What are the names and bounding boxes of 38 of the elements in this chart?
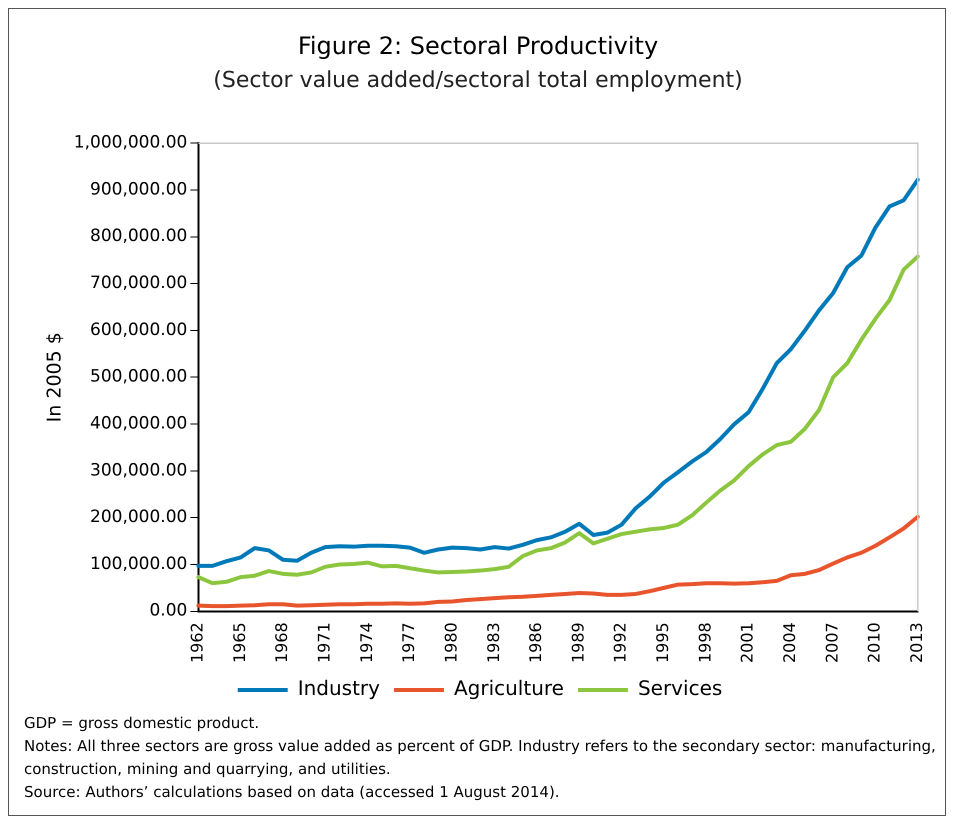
y-tick-label: 500,000.00 — [90, 366, 188, 387]
y-tick-label: 200,000.00 — [90, 507, 188, 528]
legend-label: Agriculture — [454, 676, 564, 700]
x-tick-label: 2007 — [822, 622, 842, 663]
x-tick-label: 2010 — [864, 622, 884, 663]
x-tick-label: 1980 — [441, 622, 460, 663]
x-tick-label: 2013 — [906, 622, 926, 663]
y-tick-label: 100,000.00 — [90, 554, 188, 574]
y-tick-label: 0.00 — [149, 600, 188, 621]
x-tick-label: 2004 — [780, 622, 799, 663]
x-tick-label: 1977 — [399, 622, 418, 663]
x-tick-label: 1974 — [356, 622, 376, 663]
x-tick-label: 1995 — [653, 622, 672, 663]
x-tick-label: 1962 — [188, 622, 207, 663]
x-tick-label: 1971 — [314, 622, 334, 663]
y-tick-label: 400,000.00 — [90, 413, 188, 434]
legend-label: Industry — [298, 676, 380, 700]
y-tick-label: 300,000.00 — [90, 460, 188, 480]
x-tick-label: 1989 — [568, 622, 588, 663]
x-tick-label: 1992 — [610, 622, 630, 663]
x-tick-label: 1998 — [695, 622, 714, 663]
y-tick-label: 900,000.00 — [90, 179, 188, 200]
x-tick-label: 1965 — [230, 622, 249, 663]
y-axis-title: In 2005 $ — [43, 332, 66, 422]
y-tick-label: 800,000.00 — [90, 226, 188, 246]
chart-subtitle: (Sector value added/sectoral total employment) — [212, 68, 744, 93]
y-tick-label: 1,000,000.00 — [74, 132, 188, 153]
y-tick-label: 700,000.00 — [90, 273, 188, 294]
source-note: Source: Authors’ calculations based on data (accessed 1 August 2014). — [24, 782, 561, 803]
text: GDP = gross domestic product. — [24, 713, 260, 734]
chart-title: Figure 2: Sectoral Productivity — [296, 32, 660, 60]
legend-label: Services — [638, 676, 722, 700]
x-tick-label: 2001 — [738, 622, 757, 663]
x-tick-label: 1986 — [526, 622, 546, 663]
x-tick-label: 1968 — [272, 622, 292, 663]
x-tick-label: 1983 — [484, 622, 503, 663]
text: Notes: All three sectors are gross value added as percent of GDP. Industry refers to the secondary sector: manufacturing, construction, mining and quarrying, and utilities. — [24, 736, 937, 780]
y-tick-label: 600,000.00 — [90, 320, 188, 340]
